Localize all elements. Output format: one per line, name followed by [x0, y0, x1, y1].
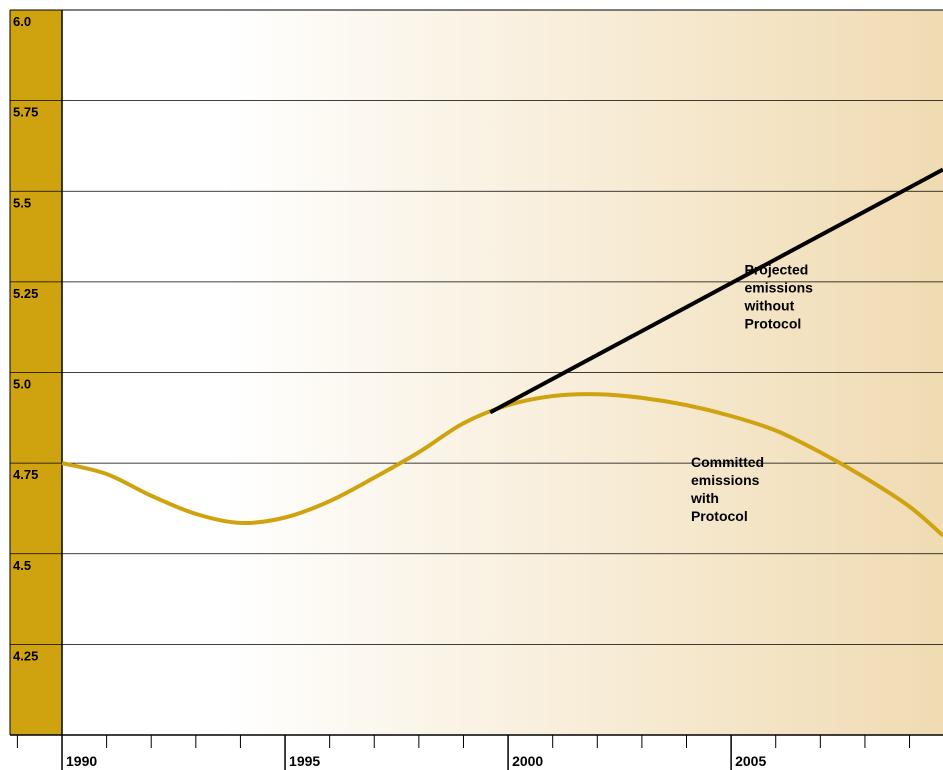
y-tick-label-7: 6.0	[13, 14, 31, 29]
projected-annotation-line-2: without	[743, 298, 794, 314]
y-tick-label-6: 5.75	[13, 105, 38, 120]
y-tick-label-2: 4.75	[13, 467, 38, 482]
projected-annotation-line-1: emissions	[744, 280, 813, 296]
committed-annotation-line-1: emissions	[691, 472, 760, 488]
x-tick-label-2: 2000	[512, 753, 543, 769]
annotations: Projected emissions without Protocol Committ…	[690, 262, 813, 524]
x-tick-label-3: 2005	[735, 753, 766, 769]
committed-annotation-line-3: Protocol	[691, 508, 748, 524]
x-tick-label-0: 1990	[66, 753, 97, 769]
projected-annotation-line-0: Projected	[744, 262, 808, 278]
y-tick-label-4: 5.25	[13, 286, 38, 301]
x-axis-ticks	[16, 735, 911, 770]
committed-emissions-line	[61, 392, 943, 538]
committed-annotation-line-2: with	[690, 490, 719, 506]
y-tick-label-5: 5.5	[13, 195, 31, 210]
y-tick-label-0: 4.25	[13, 648, 38, 663]
projected-annotation-line-3: Protocol	[744, 316, 801, 332]
committed-annotation-line-0: Committed	[691, 454, 764, 470]
series-group	[61, 167, 943, 538]
x-axis-labels: 1990 1995 2000 2005	[66, 753, 766, 769]
y-tick-label-3: 5.0	[13, 377, 31, 392]
y-axis-labels: 4.25 4.5 4.75 5.0 5.25 5.5 5.75 6.0	[13, 14, 38, 663]
projected-emissions-line	[489, 167, 943, 415]
grid-lines	[9, 9, 943, 736]
y-tick-label-1: 4.5	[13, 558, 31, 573]
x-tick-label-1: 1995	[289, 753, 320, 769]
